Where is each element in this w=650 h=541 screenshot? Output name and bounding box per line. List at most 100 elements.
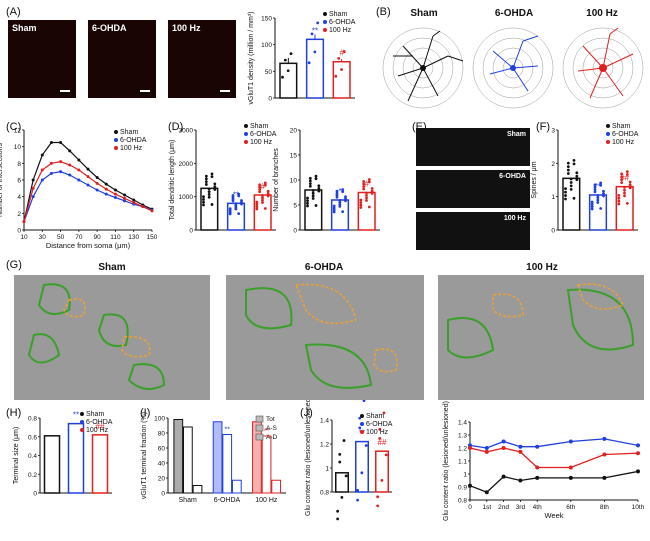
data-point bbox=[286, 69, 290, 73]
data-point bbox=[341, 210, 345, 214]
significance-mark: # bbox=[260, 182, 265, 191]
significance-mark: ## bbox=[96, 422, 105, 431]
data-point bbox=[628, 180, 632, 184]
y-tick-label: 12 bbox=[14, 128, 22, 135]
y-tick-label: 0.8 bbox=[320, 490, 329, 497]
y-tick-label: 15 bbox=[290, 153, 298, 160]
data-point bbox=[378, 427, 382, 431]
bar bbox=[305, 38, 325, 99]
data-point bbox=[636, 469, 640, 474]
data-point bbox=[310, 32, 314, 36]
data-point bbox=[261, 201, 264, 204]
significance-mark: # bbox=[339, 49, 344, 58]
data-point bbox=[266, 194, 270, 198]
data-point bbox=[306, 201, 309, 205]
data-point bbox=[49, 161, 53, 165]
x-tick-label: 3rd bbox=[516, 504, 526, 511]
legend-marker bbox=[606, 140, 610, 144]
significance-mark: ** bbox=[264, 428, 270, 435]
data-point bbox=[623, 194, 626, 198]
data-point bbox=[336, 517, 340, 521]
data-point bbox=[335, 195, 339, 199]
data-point bbox=[625, 173, 629, 176]
x-tick-label: Sham bbox=[179, 497, 197, 504]
em-overlay bbox=[447, 283, 635, 359]
data-point bbox=[569, 177, 573, 181]
data-point bbox=[308, 176, 312, 180]
data-point bbox=[568, 465, 573, 470]
data-point bbox=[311, 197, 315, 200]
data-point bbox=[255, 207, 259, 211]
y-axis-label: vGluT1 terminal fraction (%) bbox=[141, 412, 148, 499]
dendrite-label: Sham bbox=[506, 131, 526, 138]
data-point bbox=[625, 170, 629, 174]
data-point bbox=[261, 198, 264, 202]
data-point bbox=[596, 196, 600, 200]
data-point bbox=[360, 471, 364, 475]
legend-label: 6-OHDA bbox=[366, 421, 393, 428]
legend-marker bbox=[244, 140, 248, 144]
data-point bbox=[362, 180, 366, 183]
data-point bbox=[258, 188, 262, 191]
y-tick-label: 0 bbox=[189, 228, 193, 235]
y-tick-label: 3000 bbox=[179, 128, 194, 135]
significance-mark: # bbox=[364, 180, 369, 189]
data-point bbox=[590, 200, 594, 204]
data-point bbox=[317, 184, 321, 188]
data-point bbox=[572, 159, 576, 162]
data-point bbox=[359, 206, 363, 209]
data-point bbox=[596, 194, 600, 197]
y-tick-label: 0.9 bbox=[458, 485, 467, 492]
y-tick-label: 2 bbox=[17, 211, 21, 218]
x-tick-label: 1st bbox=[482, 504, 491, 511]
micrograph-label: 100 Hz bbox=[172, 23, 201, 33]
label-B: (B) bbox=[376, 6, 391, 18]
data-point bbox=[484, 490, 489, 495]
legend-label: 100 Hz bbox=[329, 27, 352, 34]
y-tick-label: 100 bbox=[261, 42, 272, 49]
y-tick-label: 4 bbox=[17, 194, 21, 201]
data-point bbox=[569, 184, 573, 188]
y-tick-label: 5 bbox=[293, 203, 297, 210]
data-point bbox=[535, 475, 540, 480]
significance-mark: ** bbox=[595, 182, 601, 191]
x-tick-label: 50 bbox=[57, 234, 65, 241]
data-point bbox=[382, 411, 386, 415]
data-point bbox=[213, 188, 217, 191]
data-point bbox=[378, 437, 382, 440]
data-point bbox=[342, 439, 346, 442]
bar bbox=[212, 421, 223, 494]
x-tick-label: 0 bbox=[468, 504, 472, 511]
data-point bbox=[501, 446, 506, 450]
data-point bbox=[602, 192, 605, 196]
data-point bbox=[210, 172, 214, 176]
data-point bbox=[335, 193, 339, 197]
x-tick-label: 8th bbox=[600, 504, 609, 511]
data-point bbox=[95, 176, 99, 179]
label-G: (G) bbox=[6, 259, 22, 271]
y-tick-label: 0 bbox=[33, 491, 37, 498]
label-H: (H) bbox=[6, 407, 22, 419]
data-point bbox=[575, 178, 579, 182]
y-tick-label: 1 bbox=[325, 466, 329, 473]
micrograph-sham: Sham bbox=[8, 20, 76, 98]
data-point bbox=[204, 183, 208, 186]
data-point bbox=[623, 188, 626, 192]
bar bbox=[183, 426, 193, 494]
data-point bbox=[332, 204, 336, 208]
data-point bbox=[59, 160, 63, 164]
sholl-sham bbox=[382, 27, 464, 109]
data-point bbox=[518, 444, 523, 449]
data-point bbox=[202, 198, 205, 201]
legend-marker bbox=[255, 424, 264, 432]
data-point bbox=[376, 504, 380, 508]
y-tick-label: 2000 bbox=[179, 161, 194, 168]
data-point bbox=[317, 187, 321, 190]
data-point bbox=[311, 191, 315, 195]
legend-label: Sham bbox=[86, 411, 104, 418]
data-point bbox=[365, 194, 368, 197]
legend-label: 6-OHDA bbox=[329, 19, 356, 26]
x-tick-label: 70 bbox=[75, 234, 83, 241]
legend-label: A-S bbox=[266, 425, 278, 432]
data-point bbox=[240, 199, 243, 202]
